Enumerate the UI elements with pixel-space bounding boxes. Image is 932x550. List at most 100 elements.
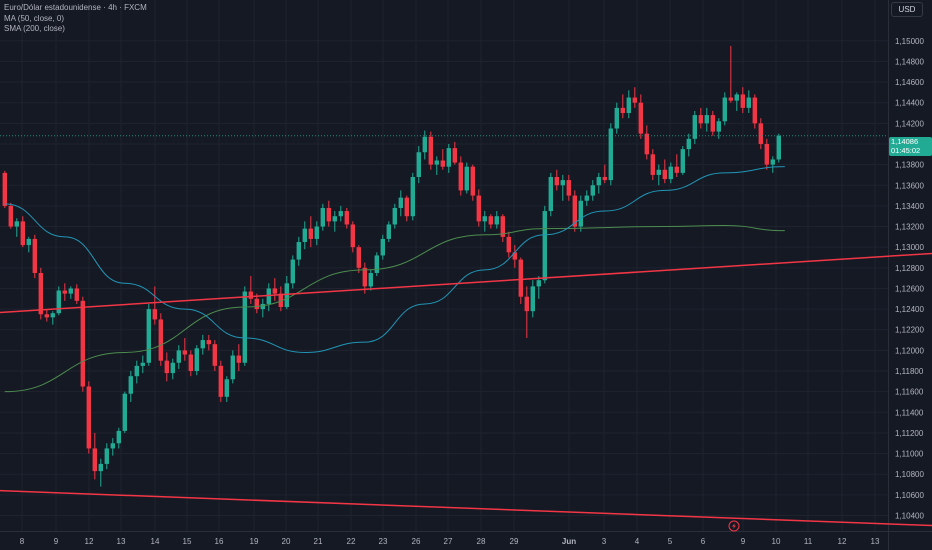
- candle: [236, 344, 241, 372]
- time-tick-label: 8: [20, 537, 25, 546]
- candle-body: [494, 216, 499, 225]
- candle: [116, 427, 121, 449]
- candle: [776, 133, 781, 163]
- candle: [398, 190, 403, 217]
- candle: [164, 352, 169, 382]
- candle: [626, 90, 631, 119]
- candle: [476, 189, 481, 227]
- candle: [416, 146, 421, 184]
- moving-averages: [4, 166, 785, 393]
- candle-body: [278, 293, 283, 308]
- candle-body: [470, 166, 475, 196]
- candle-body: [398, 197, 403, 208]
- candle-body: [458, 162, 463, 191]
- candle-body: [104, 448, 109, 464]
- candle: [536, 276, 541, 299]
- candle-body: [188, 354, 193, 372]
- price-tick-label: 1,13800: [895, 161, 924, 170]
- candle: [428, 131, 433, 170]
- candle-body: [236, 355, 241, 363]
- candle-body: [242, 291, 247, 363]
- time-tick-label: 9: [741, 537, 746, 546]
- candle-body: [38, 272, 43, 315]
- candle: [134, 360, 139, 384]
- candle-body: [332, 216, 337, 222]
- candle: [728, 45, 733, 103]
- candle-body: [512, 252, 517, 260]
- symbol-title[interactable]: Euro/Dólar estadounidense · 4h · FXCM: [4, 3, 147, 12]
- candle: [230, 350, 235, 384]
- candle-body: [260, 303, 265, 310]
- currency-selector[interactable]: USD: [891, 2, 923, 17]
- lightning-icon[interactable]: [728, 520, 740, 532]
- trendline[interactable]: [0, 489, 932, 527]
- candle: [68, 286, 73, 299]
- time-axis[interactable]: 8 9 12 13 14 15 16 19 20 21 22 23 26 27 28 29 Jun 3 4 5 6 9 10…: [20, 537, 880, 546]
- price-axis[interactable]: 1,150001,148001,146001,144001,142001,140…: [895, 37, 924, 521]
- candle: [500, 214, 505, 243]
- candle-body: [194, 348, 199, 372]
- candle: [746, 90, 751, 114]
- candle-body: [728, 97, 733, 101]
- trendline[interactable]: [0, 252, 932, 314]
- candle: [590, 180, 595, 201]
- candle: [440, 149, 445, 170]
- candle: [458, 156, 463, 196]
- price-tick-label: 1,10600: [895, 491, 924, 500]
- candle-body: [752, 97, 757, 124]
- price-tick-label: 1,11600: [895, 388, 924, 397]
- candle: [692, 110, 697, 144]
- candle: [386, 221, 391, 243]
- candle-body: [308, 228, 313, 239]
- time-tick-label: 15: [183, 537, 192, 546]
- candle: [188, 350, 193, 377]
- time-tick-label: 11: [804, 537, 813, 546]
- candle-body: [344, 211, 349, 225]
- ma-indicator-label[interactable]: MA (50, close, 0): [4, 13, 65, 23]
- chart-legend[interactable]: Euro/Dólar estadounidense · 4h · FXCM MA…: [4, 3, 147, 35]
- time-tick-label: 9: [54, 537, 59, 546]
- candle-body: [116, 430, 121, 444]
- candle: [524, 286, 529, 338]
- candle: [548, 172, 553, 217]
- candle-body: [566, 180, 571, 196]
- candle-body: [230, 355, 235, 380]
- candle-body: [452, 148, 457, 163]
- price-tick-label: 1,12800: [895, 264, 924, 273]
- candle-body: [560, 180, 565, 186]
- candle: [350, 221, 355, 253]
- price-tick-label: 1,13400: [895, 202, 924, 211]
- price-tick-label: 1,14800: [895, 57, 924, 66]
- sma-indicator-label[interactable]: SMA (200, close): [4, 24, 65, 33]
- time-tick-label: Jun: [562, 537, 576, 546]
- candle-body: [164, 360, 169, 374]
- candle-body: [128, 376, 133, 394]
- candle-body: [374, 255, 379, 273]
- candle: [716, 118, 721, 139]
- candle-body: [584, 195, 589, 201]
- candle: [92, 432, 97, 480]
- trendlines[interactable]: [0, 252, 932, 527]
- candle: [344, 207, 349, 229]
- time-tick-label: 10: [772, 537, 781, 546]
- candle-body: [680, 149, 685, 173]
- candle: [584, 190, 589, 206]
- candle-body: [542, 211, 547, 281]
- candle: [596, 172, 601, 194]
- price-tick-label: 1,12000: [895, 346, 924, 355]
- price-tick-label: 1,14200: [895, 119, 924, 128]
- candle-body: [476, 195, 481, 222]
- candle: [98, 458, 103, 487]
- price-tick-label: 1,12200: [895, 326, 924, 335]
- candle-body: [758, 123, 763, 144]
- candle-body: [428, 136, 433, 165]
- candle-body: [734, 94, 739, 101]
- candle-body: [158, 319, 163, 361]
- candle: [656, 164, 661, 186]
- candle-body: [506, 236, 511, 253]
- candle-body: [32, 238, 37, 273]
- candle: [158, 313, 163, 366]
- candle-body: [302, 228, 307, 243]
